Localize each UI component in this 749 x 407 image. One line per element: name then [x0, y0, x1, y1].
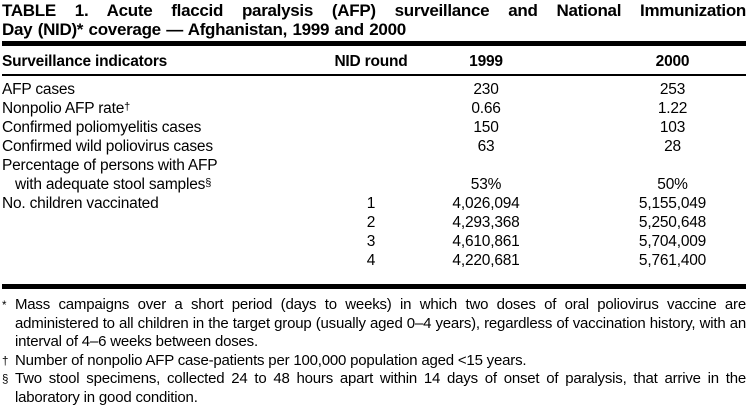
- value-1999-cell: 53%: [470, 176, 502, 193]
- table-row: 2 4,293,368 5,250,648: [2, 213, 746, 232]
- footnote-asterisk: * Mass campaigns over a short period (day…: [2, 296, 746, 352]
- footnote-text: Two stool specimens, collected 24 to 48 …: [15, 370, 746, 406]
- table-title-line-2: Day (NID)* coverage — Afghanistan, 1999 …: [2, 19, 406, 39]
- table-title-line-1: TABLE 1. Acute flaccid paralysis (AFP) s…: [2, 1, 746, 20]
- top-rule: [2, 41, 746, 46]
- indicator-cell: with adequate stool samples§: [2, 175, 327, 194]
- value-2000-cell: 253: [659, 81, 686, 98]
- footnote-text: Mass campaigns over a short period (days…: [15, 296, 746, 350]
- surveillance-table: Surveillance indicators NID round 1999 2…: [2, 46, 746, 270]
- footnote-ref-section: §: [205, 177, 212, 189]
- value-2000-cell: 5,155,049: [638, 195, 707, 212]
- table-row: Nonpolio AFP rate† 0.66 1.22: [2, 99, 746, 118]
- value-2000-cell: 5,250,648: [638, 214, 707, 231]
- indicator-label: Percentage of persons with AFP: [2, 157, 218, 174]
- indicator-cell: [2, 213, 327, 232]
- bottom-rule: [2, 284, 746, 289]
- indicator-cell: [2, 232, 327, 251]
- value-2000-cell: 50%: [657, 176, 688, 193]
- indicator-label: No. children vaccinated: [2, 195, 159, 212]
- table-row: No. children vaccinated 1 4,026,094 5,15…: [2, 194, 746, 213]
- value-1999-cell: 4,293,368: [452, 214, 520, 231]
- value-1999-cell: 230: [473, 81, 499, 98]
- table-row: 3 4,610,861 5,704,009: [2, 232, 746, 251]
- indicator-cell: AFP cases: [2, 75, 327, 99]
- indicator-cell: Confirmed poliomyelitis cases: [2, 118, 327, 137]
- value-2000-cell: [557, 156, 746, 175]
- indicator-cell: Nonpolio AFP rate†: [2, 99, 327, 118]
- value-2000-cell: 28: [664, 138, 681, 155]
- value-1999-cell: [415, 156, 557, 175]
- nid-round-cell: [327, 99, 415, 118]
- table-row: Confirmed poliomyelitis cases 150 103: [2, 118, 746, 137]
- nid-round-cell: [327, 75, 415, 99]
- indicator-label: Nonpolio AFP rate: [2, 100, 125, 117]
- indicator-cell: Percentage of persons with AFP: [2, 156, 327, 175]
- value-1999-cell: 0.66: [471, 100, 501, 117]
- footnote-marker: *: [2, 300, 7, 312]
- col-header-2000: 2000: [557, 46, 746, 76]
- table-row: 4 4,220,681 5,761,400: [2, 251, 746, 270]
- table-header-row: Surveillance indicators NID round 1999 2…: [2, 46, 746, 76]
- indicator-cell: Confirmed wild poliovirus cases: [2, 137, 327, 156]
- footnote-marker: †: [2, 355, 9, 368]
- table-row: with adequate stool samples§ 53% 50%: [2, 175, 746, 194]
- value-1999-cell: 4,220,681: [452, 252, 520, 269]
- nid-round-cell: 3: [366, 233, 376, 250]
- table-title: TABLE 1. Acute flaccid paralysis (AFP) s…: [2, 1, 746, 39]
- value-2000-cell: 5,761,400: [638, 252, 707, 269]
- nid-round-cell: [327, 156, 415, 175]
- indicator-label: Confirmed wild poliovirus cases: [2, 138, 213, 155]
- col-header-surveillance-indicators: Surveillance indicators: [2, 46, 327, 76]
- table-row: Percentage of persons with AFP: [2, 156, 746, 175]
- indicator-label: AFP cases: [2, 81, 75, 98]
- indicator-label: Confirmed poliomyelitis cases: [2, 119, 202, 136]
- nid-round-cell: [327, 175, 415, 194]
- table-row: AFP cases 230 253: [2, 75, 746, 99]
- value-2000-cell: 103: [659, 119, 686, 136]
- nid-round-cell: [327, 137, 415, 156]
- value-1999-cell: 4,026,094: [452, 195, 520, 212]
- nid-round-cell: 1: [366, 195, 376, 212]
- value-2000-cell: 5,704,009: [638, 233, 707, 250]
- col-header-nid-round: NID round: [327, 46, 415, 76]
- value-1999-cell: 63: [477, 138, 495, 155]
- value-2000-cell: 1.22: [657, 100, 688, 117]
- value-1999-cell: 150: [473, 119, 499, 136]
- footnotes: * Mass campaigns over a short period (day…: [2, 296, 746, 407]
- col-header-1999: 1999: [415, 46, 557, 76]
- nid-round-cell: 4: [366, 252, 376, 269]
- indicator-label: with adequate stool samples: [15, 176, 206, 193]
- footnote-text: Number of nonpolio AFP case-patients per…: [15, 351, 527, 369]
- table-row: Confirmed wild poliovirus cases 63 28: [2, 137, 746, 156]
- indicator-cell: [2, 251, 327, 270]
- footnote-ref-dagger: †: [124, 101, 131, 113]
- nid-round-cell: 2: [366, 214, 376, 231]
- nid-round-cell: [327, 118, 415, 137]
- indicator-cell: No. children vaccinated: [2, 194, 327, 213]
- footnote-dagger: † Number of nonpolio AFP case-patients pe…: [2, 352, 746, 371]
- value-1999-cell: 4,610,861: [452, 233, 520, 250]
- footnote-section: § Two stool specimens, collected 24 to 48…: [2, 370, 746, 407]
- footnote-marker: §: [2, 374, 9, 386]
